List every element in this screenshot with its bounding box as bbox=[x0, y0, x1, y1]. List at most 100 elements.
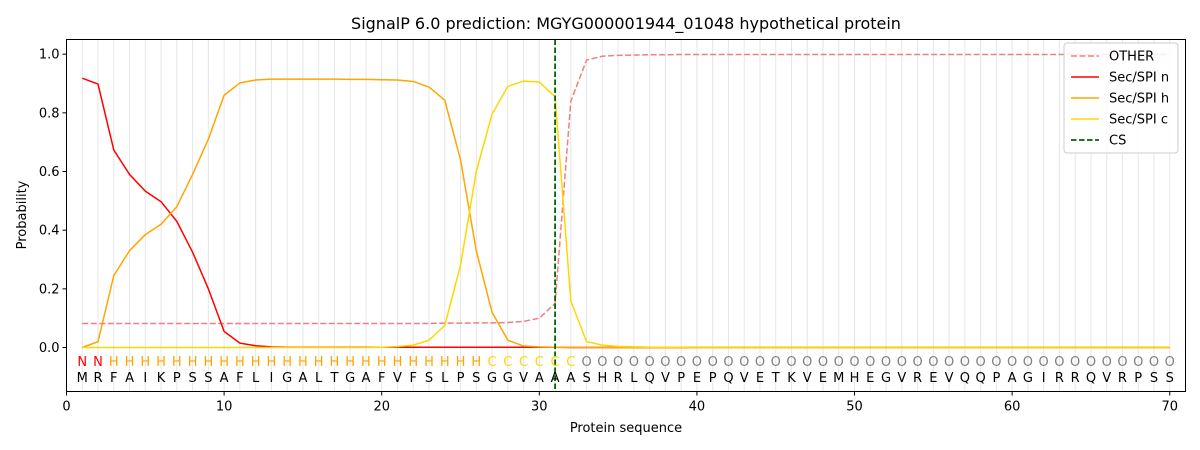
sequence-grid bbox=[81, 39, 1171, 392]
region-label: H bbox=[251, 355, 261, 370]
residue-letter: S bbox=[1166, 371, 1174, 386]
residue-letter: L bbox=[630, 371, 638, 386]
region-label: H bbox=[109, 355, 119, 370]
region-label: H bbox=[345, 355, 355, 370]
residue-letter: S bbox=[582, 371, 590, 386]
region-label: H bbox=[266, 355, 276, 370]
residue-letter: R bbox=[1071, 371, 1080, 386]
residue-letter: A bbox=[535, 371, 544, 386]
x-tick-label: 60 bbox=[1004, 400, 1021, 415]
region-label: O bbox=[581, 355, 591, 370]
region-label: H bbox=[424, 355, 434, 370]
residue-letter: H bbox=[850, 371, 860, 386]
residue-letter: K bbox=[787, 371, 796, 386]
legend-box bbox=[1063, 42, 1179, 154]
region-label: O bbox=[676, 355, 686, 370]
region-label: O bbox=[771, 355, 781, 370]
residue-letter: F bbox=[110, 371, 117, 386]
legend-label: CS bbox=[1109, 134, 1126, 149]
residue-letter: A bbox=[125, 371, 134, 386]
residue-letter: M bbox=[77, 371, 88, 386]
x-tick-label: 70 bbox=[1161, 400, 1178, 415]
legend-label: OTHER bbox=[1109, 50, 1154, 65]
region-label: O bbox=[960, 355, 970, 370]
region-label: H bbox=[140, 355, 150, 370]
region-label: H bbox=[219, 355, 229, 370]
residue-letter: A bbox=[551, 371, 560, 386]
region-label: H bbox=[361, 355, 371, 370]
residue-letter: V bbox=[661, 371, 670, 386]
region-label: O bbox=[708, 355, 718, 370]
residue-letter: G bbox=[503, 371, 513, 386]
residue-letter: R bbox=[1055, 371, 1064, 386]
y-tick-label: 0.4 bbox=[39, 224, 60, 239]
residue-letter: E bbox=[756, 371, 764, 386]
region-label: H bbox=[330, 355, 340, 370]
region-label: O bbox=[1054, 355, 1064, 370]
region-label: O bbox=[597, 355, 607, 370]
region-label: H bbox=[471, 355, 481, 370]
region-label: H bbox=[203, 355, 213, 370]
residue-letter: G bbox=[881, 371, 891, 386]
residue-letter: Q bbox=[645, 371, 655, 386]
region-label: O bbox=[897, 355, 907, 370]
residue-letter: M bbox=[833, 371, 844, 386]
region-label: H bbox=[440, 355, 450, 370]
x-axis-label: Protein sequence bbox=[570, 421, 682, 436]
region-label: O bbox=[1086, 355, 1096, 370]
region-label: O bbox=[1102, 355, 1112, 370]
residue-letter: V bbox=[393, 371, 402, 386]
region-label: O bbox=[1117, 355, 1127, 370]
legend-label: Sec/SPI c bbox=[1109, 113, 1168, 128]
region-label: H bbox=[282, 355, 292, 370]
region-label: O bbox=[1007, 355, 1017, 370]
residue-letter: E bbox=[819, 371, 827, 386]
region-label: O bbox=[991, 355, 1001, 370]
region-label: H bbox=[298, 355, 308, 370]
residue-letter: F bbox=[378, 371, 385, 386]
residue-letter: I bbox=[1042, 371, 1046, 386]
residue-letter: V bbox=[740, 371, 749, 386]
region-label: O bbox=[849, 355, 859, 370]
residue-letter: R bbox=[1118, 371, 1127, 386]
region-label: N bbox=[77, 355, 87, 370]
series-line-other bbox=[82, 53, 1170, 325]
residue-letter: A bbox=[298, 371, 307, 386]
x-tick-label: 10 bbox=[216, 400, 233, 415]
region-label: H bbox=[188, 355, 198, 370]
series-lines bbox=[81, 53, 1170, 349]
region-label: H bbox=[125, 355, 135, 370]
residue-letter: R bbox=[614, 371, 623, 386]
residue-letter: Q bbox=[975, 371, 985, 386]
y-axis-label: Probability bbox=[15, 180, 30, 249]
residue-letter: P bbox=[992, 371, 1000, 386]
region-label: O bbox=[1070, 355, 1080, 370]
residue-letter: P bbox=[709, 371, 717, 386]
region-label: C bbox=[503, 355, 512, 370]
region-label: O bbox=[723, 355, 733, 370]
region-label: H bbox=[408, 355, 418, 370]
residue-letter: S bbox=[204, 371, 212, 386]
series-line-sec-spi-c bbox=[82, 80, 1170, 349]
residue-letter: H bbox=[597, 371, 607, 386]
residue-letter: R bbox=[93, 371, 102, 386]
residue-letter: F bbox=[409, 371, 416, 386]
region-label: H bbox=[456, 355, 466, 370]
residue-letter: E bbox=[693, 371, 701, 386]
region-label: O bbox=[818, 355, 828, 370]
y-tick-label: 0.0 bbox=[39, 341, 60, 356]
region-label: O bbox=[928, 355, 938, 370]
plot-frame bbox=[66, 39, 1186, 392]
residue-letter: P bbox=[1134, 371, 1142, 386]
region-label: O bbox=[755, 355, 765, 370]
residue-letter: L bbox=[315, 371, 323, 386]
region-label: O bbox=[613, 355, 623, 370]
residue-letter: K bbox=[157, 371, 166, 386]
residue-letter: F bbox=[236, 371, 243, 386]
residue-letter: G bbox=[282, 371, 292, 386]
legend-label: Sec/SPI n bbox=[1109, 71, 1169, 86]
region-label: H bbox=[235, 355, 245, 370]
residue-letter: P bbox=[457, 371, 465, 386]
